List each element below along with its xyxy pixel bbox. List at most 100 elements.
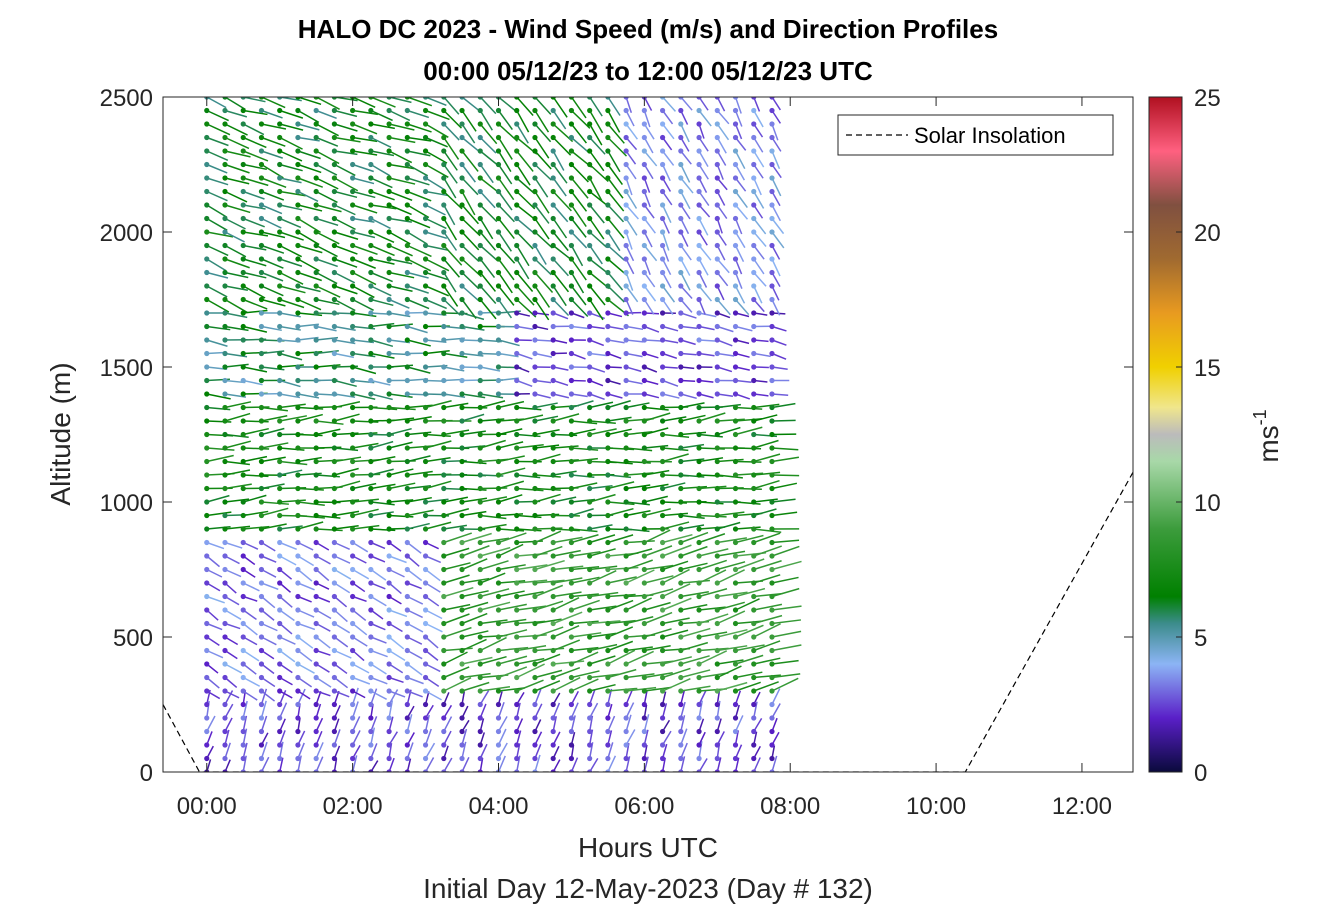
wind-barb-854 [497,258,515,281]
wind-barb-739 [461,430,486,436]
wind-barb-1106 [589,299,604,321]
wind-barb-827 [498,618,527,625]
wind-barb-dot-203 [258,97,265,100]
wind-barb-dot-885 [514,526,520,532]
wind-barb-dot-410 [350,742,356,748]
wind-barb-dot-367 [331,634,337,640]
wind-barb-121 [243,510,269,517]
wind-barb-1522 [734,191,748,209]
wind-barb-dot-879 [514,607,520,613]
wind-barb-dot-338 [313,337,319,343]
wind-barb-863 [497,137,513,160]
wind-barb-1540 [753,623,781,638]
wind-barb-108 [242,690,258,701]
wind-barb-934 [534,545,563,557]
wind-barb-703 [443,231,458,251]
wind-barb-673 [443,626,472,638]
wind-barb-dot-1272 [641,121,647,127]
wind-barb-dot-1414 [696,269,702,276]
wind-barb-dot-314 [313,661,319,667]
wind-barb-dot-1192 [623,512,629,519]
wind-barb-dot-191 [258,256,265,262]
wind-barb-dot-869 [514,742,520,748]
wind-barb-828 [498,603,527,611]
wind-barb-781 [480,546,511,557]
wind-barb-346 [315,231,340,245]
wind-barb-dot-525 [386,566,392,573]
wind-barb-dot-680 [441,539,447,546]
wind-barb-dot-155 [258,742,265,748]
wind-barb-dot-1050 [568,364,575,370]
x-tick-label-3: 06:00 [614,793,674,820]
wind-barb-276 [297,487,324,491]
wind-barb-1351 [680,431,707,436]
wind-barb-dot-748 [459,310,465,316]
wind-barb-dot-921 [532,728,538,735]
wind-barb-dot-1396 [696,512,702,519]
wind-barb-dot-1250 [641,418,647,424]
wind-barb-dot-884 [514,539,520,546]
wind-barb-dot-511 [386,755,392,762]
wind-barb-247 [279,190,306,197]
wind-barb-dot-38 [204,256,210,262]
wind-barb-dot-633 [422,485,429,492]
wind-barb-1497 [735,526,761,530]
wind-barb-564 [406,714,413,732]
wind-barb-dot-1589 [769,661,775,667]
wind-barb-706 [443,190,463,210]
wind-barb-dot-79 [222,391,228,397]
wind-barb-dot-318 [313,607,319,613]
wind-barb-1202 [625,379,643,385]
wind-barb-56 [224,690,234,705]
wind-barb-dot-925 [532,674,538,681]
wind-barb-dot-606 [404,161,410,168]
wind-barb-710 [443,137,460,160]
wind-barb-dot-949 [532,350,538,357]
wind-barb-dot-730 [459,553,465,559]
wind-barb-dot-46 [204,148,210,154]
wind-barb-dot-806 [477,215,483,222]
wind-barb-dot-670 [441,674,447,681]
wind-barb-272 [297,541,314,551]
wind-barb-dot-95 [222,175,228,181]
wind-barb-dot-476 [368,539,374,546]
wind-barb-dot-1125 [605,728,611,735]
wind-barb-dot-110 [240,661,246,667]
wind-barb-dot-232 [277,391,283,397]
wind-barb-734 [461,497,488,503]
wind-barb-755 [461,217,481,237]
wind-barb-dot-718 [459,715,465,721]
wind-barb-1471 [716,191,726,206]
wind-barb-98 [224,136,250,150]
wind-barb-dot-227 [277,458,283,465]
wind-barb-1524 [734,164,746,181]
wind-barb-dot-96 [222,161,228,168]
wind-barb-1455 [717,403,741,409]
wind-barb-dot-1567 [751,269,757,276]
wind-barb-1362 [680,285,693,300]
wind-barb-714 [461,756,470,772]
wind-barb-1217 [625,177,633,196]
wind-barb-393 [334,285,358,295]
wind-barb-dot-1248 [641,445,647,451]
y-tick-label-1: 500 [113,625,153,652]
wind-barb-dot-744 [459,364,465,370]
wind-barb-931 [534,584,564,598]
wind-barb-720 [461,681,490,692]
wind-barb-153 [260,756,270,772]
wind-barb-1627 [771,150,781,170]
wind-barb-1336 [680,627,711,638]
wind-barb-dot-121 [240,512,246,519]
wind-barb-1341 [680,562,708,571]
wind-barb-dot-715 [459,755,465,762]
wind-barb-1339 [680,590,709,598]
wind-barb-1286 [662,617,690,625]
wind-barb-dot-1473 [714,161,720,168]
wind-barb-dot-889 [514,472,520,478]
wind-barb-dot-776 [477,620,483,627]
wind-barb-dot-379 [331,472,337,478]
wind-barb-dot-713 [441,97,447,100]
wind-barb-708 [443,164,458,184]
wind-barb-371 [333,582,351,594]
wind-barb-68 [224,541,243,549]
